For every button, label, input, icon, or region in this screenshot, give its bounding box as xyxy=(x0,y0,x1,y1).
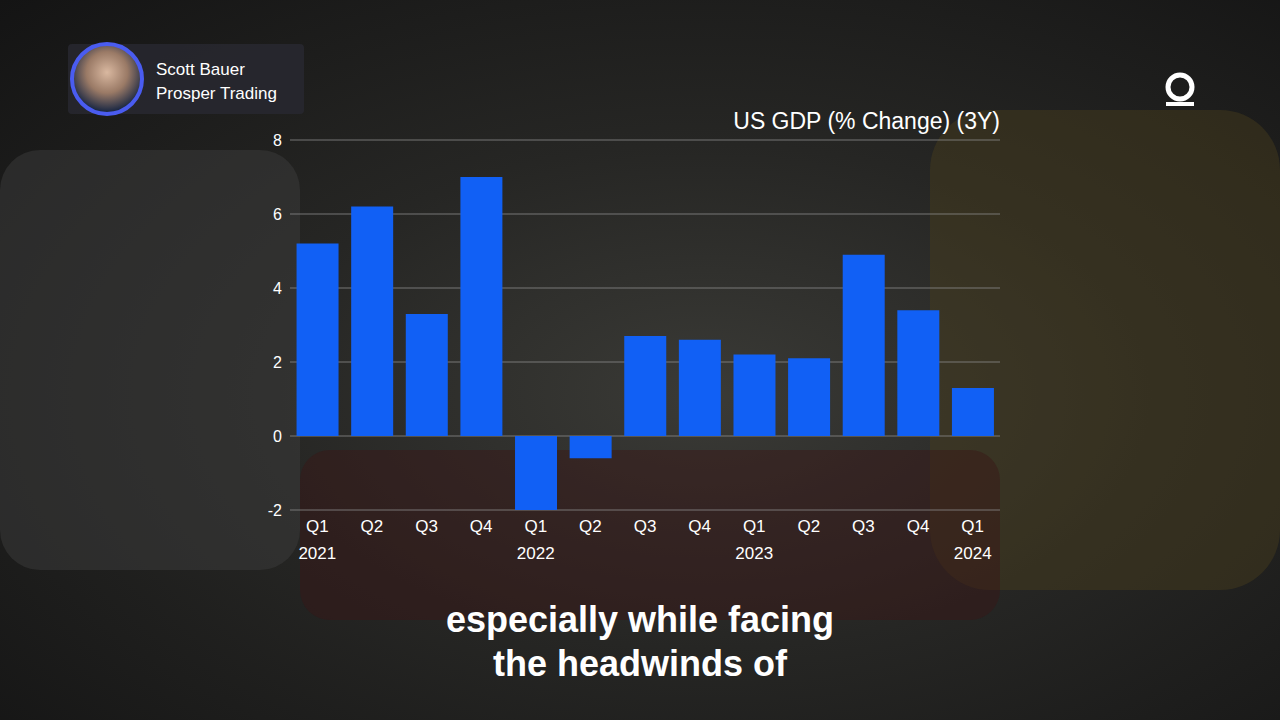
svg-text:Q12021: Q12021 xyxy=(298,517,336,563)
svg-text:Q4: Q4 xyxy=(907,517,930,536)
svg-text:Q4: Q4 xyxy=(470,517,493,536)
svg-text:Q3: Q3 xyxy=(415,517,438,536)
svg-text:Q2: Q2 xyxy=(798,517,821,536)
svg-text:6: 6 xyxy=(273,206,282,223)
svg-text:4: 4 xyxy=(273,280,282,297)
html-text:especially while facing: especially while facing xyxy=(445,599,835,640)
svg-text:Q12022: Q12022 xyxy=(517,517,555,563)
svg-text:Q2: Q2 xyxy=(361,517,384,536)
svg-text:Q12024: Q12024 xyxy=(954,517,992,563)
svg-text:0: 0 xyxy=(273,428,282,445)
svg-text:Q2: Q2 xyxy=(579,517,602,536)
html-text:the headwinds of: the headwinds of xyxy=(493,643,787,684)
html-text:US GDP (% Change) (3Y): US GDP (% Change) (3Y) xyxy=(733,108,1000,134)
svg-text:Q3: Q3 xyxy=(634,517,657,536)
svg-text:Q12023: Q12023 xyxy=(735,517,773,563)
svg-text:-2: -2 xyxy=(268,502,282,519)
html-text:Scott Bauer: Scott Bauer xyxy=(156,60,245,79)
svg-text:8: 8 xyxy=(273,132,282,149)
html-text:Prosper Trading: Prosper Trading xyxy=(156,84,277,103)
svg-text:2: 2 xyxy=(273,354,282,371)
svg-text:Q3: Q3 xyxy=(852,517,875,536)
svg-text:Q4: Q4 xyxy=(688,517,711,536)
